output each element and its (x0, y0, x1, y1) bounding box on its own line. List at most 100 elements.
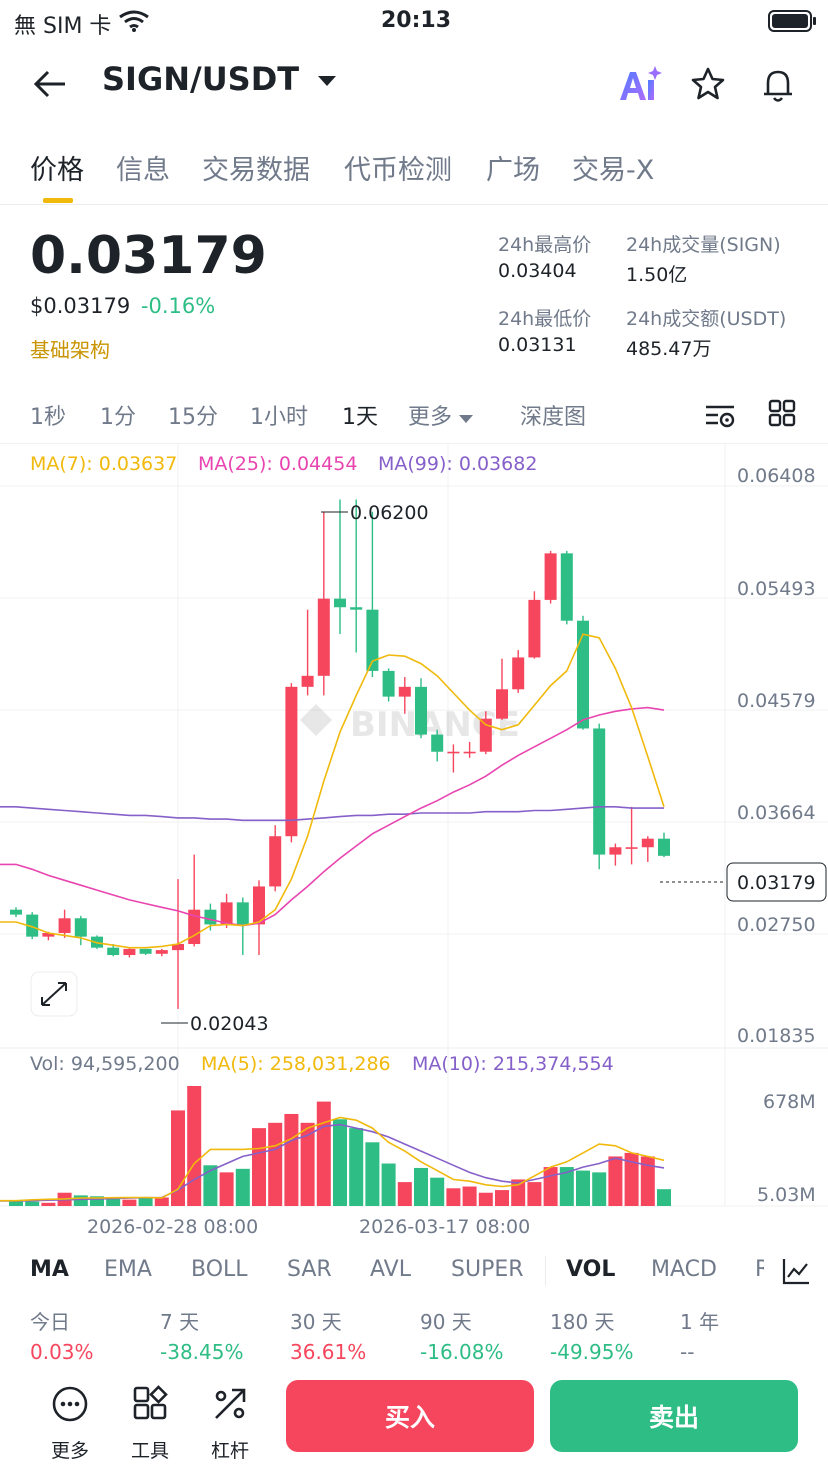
x-tick-1: 2026-03-17 08:00 (359, 1216, 530, 1238)
candle (285, 683, 298, 843)
chart-grid (0, 444, 828, 1207)
candle (269, 825, 282, 892)
candle (107, 943, 120, 957)
tab-price[interactable]: 价格 (30, 155, 84, 186)
candle-body (447, 751, 460, 754)
indicator-ema[interactable]: EMA (104, 1257, 152, 1282)
expand-button[interactable] (30, 971, 78, 1017)
volume-bar (187, 1086, 202, 1206)
candle (593, 723, 606, 870)
candle-body (204, 909, 217, 925)
interval-1m[interactable]: 1分 (100, 405, 136, 430)
candle (431, 729, 444, 762)
chart-settings-icon[interactable] (704, 401, 736, 429)
volume-bar (122, 1199, 137, 1206)
candle-body (431, 734, 444, 752)
interval-1h[interactable]: 1小时 (250, 405, 308, 430)
tools-icon (133, 1385, 168, 1420)
clock: 20:13 (381, 8, 452, 33)
bottom-action-bar: 更多 工具 杠杆 买入 卖出 (0, 1370, 828, 1472)
ma25-line (0, 706, 665, 927)
interval-1s[interactable]: 1秒 (30, 405, 66, 430)
indicator-vol[interactable]: VOL (566, 1257, 616, 1282)
high-value: 0.03404 (498, 260, 577, 282)
volume-ma10-line (0, 1123, 665, 1202)
price-tick-0: 0.06408 (737, 465, 816, 487)
indicator-super[interactable]: SUPER (451, 1257, 524, 1282)
volume-bar (138, 1198, 153, 1206)
current-price-marker[interactable]: 0.03179 (660, 862, 827, 902)
price-tick-3: 0.03664 (737, 802, 816, 824)
candle-body (155, 950, 168, 954)
indicator-boll[interactable]: BOLL (191, 1257, 248, 1282)
indicator-ma[interactable]: MA (30, 1257, 69, 1282)
candle-body (528, 599, 541, 658)
candle (577, 615, 589, 730)
indicator-avl[interactable]: AVL (370, 1257, 411, 1282)
candle (544, 550, 557, 604)
candle (123, 947, 136, 958)
candle (528, 591, 541, 659)
candle (139, 948, 152, 956)
candle (641, 836, 654, 862)
candle-body (512, 657, 525, 690)
kline-chart[interactable]: BINANCE MA(7): 0.03637 MA(25): 0.04454 M… (0, 444, 828, 1244)
candle-body (544, 553, 557, 600)
tab-trading-data[interactable]: 交易数据 (202, 155, 310, 186)
interval-more-label: 更多 (408, 405, 453, 430)
grid-layout-icon[interactable] (768, 399, 796, 427)
sell-button[interactable]: 卖出 (550, 1380, 798, 1452)
candle-body (317, 598, 330, 676)
perf-value-1y: -- (680, 1340, 695, 1364)
volume-bar (25, 1201, 40, 1206)
volume-bar (365, 1142, 380, 1206)
more-button[interactable]: 更多 (40, 1382, 100, 1462)
buy-button[interactable]: 买入 (286, 1380, 534, 1452)
candle-body (139, 948, 152, 954)
candle (658, 832, 670, 858)
candle (560, 550, 573, 625)
bell-icon[interactable] (760, 66, 796, 104)
candle-body (74, 918, 87, 937)
interval-more[interactable]: 更多 (408, 399, 474, 431)
star-icon[interactable] (690, 66, 726, 102)
tools-button[interactable]: 工具 (120, 1382, 180, 1462)
indicator-chart-icon[interactable] (781, 1256, 811, 1286)
candle (301, 609, 314, 696)
volume-bar (608, 1156, 623, 1206)
candle (366, 511, 379, 678)
interval-1d[interactable]: 1天 (342, 405, 378, 430)
candle-body (301, 675, 314, 687)
perf-value-90d: -16.08% (420, 1340, 504, 1364)
tab-token-check[interactable]: 代币检测 (344, 155, 452, 186)
volume-bar (300, 1122, 315, 1206)
volume-bar (640, 1156, 655, 1206)
volume-bar (41, 1202, 56, 1206)
category-tag[interactable]: 基础架构 (30, 338, 110, 362)
candle-body (479, 718, 492, 752)
volume-bar (397, 1182, 412, 1206)
status-bar: 無 SIM 卡 20:13 (0, 0, 828, 42)
back-arrow-icon[interactable] (32, 68, 68, 100)
candle-body (220, 902, 233, 925)
pair-selector[interactable]: SIGN/USDT (102, 60, 338, 98)
tab-info[interactable]: 信息 (116, 155, 170, 186)
candle-body (641, 838, 654, 848)
tab-square[interactable]: 广场 (486, 155, 540, 186)
low-annotation: 0.02043 (161, 1013, 269, 1035)
volume-bar (333, 1119, 347, 1206)
tab-trade-x[interactable]: 交易-X (572, 155, 655, 186)
interval-depth[interactable]: 深度图 (520, 405, 587, 430)
leverage-button[interactable]: 杠杆 (200, 1382, 260, 1462)
candle-body (609, 847, 622, 855)
ai-icon[interactable] (616, 64, 662, 104)
indicator-sar[interactable]: SAR (287, 1257, 332, 1282)
candle-body (334, 598, 346, 608)
candle (609, 843, 622, 866)
candle (26, 912, 39, 940)
indicator-macd[interactable]: MACD (651, 1257, 717, 1282)
volume-bar (154, 1197, 169, 1206)
high-annotation: 0.06200 (321, 502, 429, 524)
interval-15m[interactable]: 15分 (168, 405, 218, 430)
volume-bar (543, 1167, 558, 1206)
